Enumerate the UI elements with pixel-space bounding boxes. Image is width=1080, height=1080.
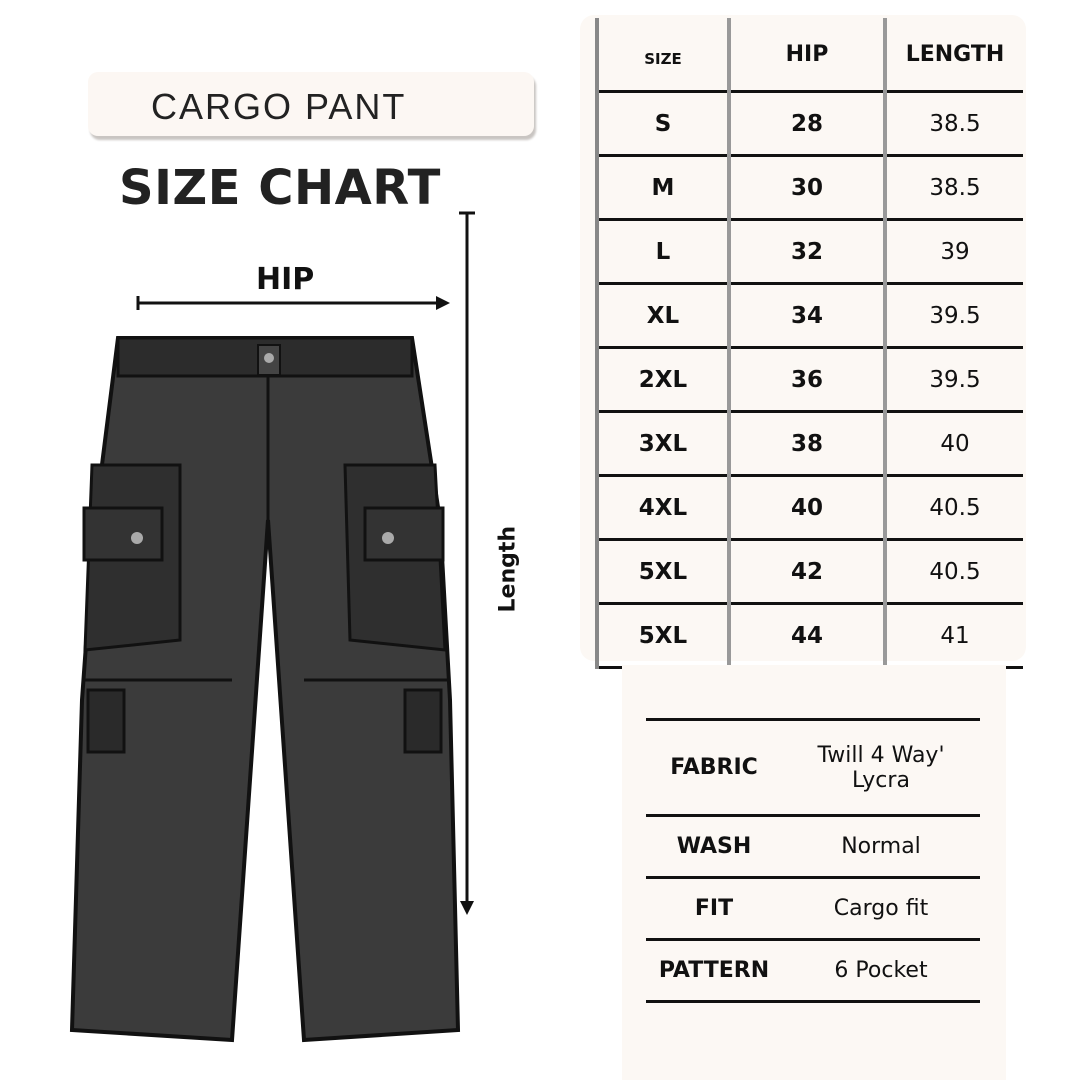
spec-row: FABRIC Twill 4 Way' Lycra: [646, 719, 980, 817]
table-row: M 30 38.5: [595, 155, 1023, 221]
table-row: XL 34 39.5: [595, 283, 1023, 349]
spec-label: FIT: [646, 877, 782, 941]
hip-arrow: [136, 296, 450, 310]
table-row: L 32 39: [595, 219, 1023, 285]
cell-hip: 42: [727, 539, 885, 605]
cell-hip: 28: [727, 91, 885, 157]
cell-hip: 34: [727, 283, 885, 349]
spec-value: Twill 4 Way' Lycra: [782, 719, 980, 817]
product-name: CARGO PANT: [151, 86, 407, 127]
cell-hip: 40: [727, 475, 885, 541]
hip-label: HIP: [256, 262, 315, 297]
cell-size: M: [595, 155, 729, 221]
size-table: SIZE HIP LENGTH S 28 38.5 M 30 38.5 L 32 39 XL 34 3…: [595, 18, 1023, 669]
page-title: SIZE CHART: [119, 160, 441, 216]
table-row: 2XL 36 39.5: [595, 347, 1023, 413]
cell-length: 39: [883, 219, 1023, 285]
cell-length: 41: [883, 603, 1023, 669]
cell-hip: 38: [727, 411, 885, 477]
product-name-box: CARGO PANT: [88, 72, 534, 136]
spec-value: 6 Pocket: [782, 939, 980, 1003]
cell-length: 40.5: [883, 539, 1023, 605]
spec-label: FABRIC: [646, 719, 782, 817]
cell-size: XL: [595, 283, 729, 349]
spec-table: FABRIC Twill 4 Way' Lycra WASH Normal FIT Car…: [646, 718, 980, 1003]
cell-length: 39.5: [883, 347, 1023, 413]
column-header-size: SIZE: [595, 18, 729, 93]
length-arrow: [459, 211, 475, 915]
cell-length: 38.5: [883, 155, 1023, 221]
cell-length: 38.5: [883, 91, 1023, 157]
table-row: 3XL 38 40: [595, 411, 1023, 477]
spec-row: WASH Normal: [646, 815, 980, 879]
table-header-row: SIZE HIP LENGTH: [595, 18, 1023, 93]
spec-row: PATTERN 6 Pocket: [646, 939, 980, 1003]
cell-size: 4XL: [595, 475, 729, 541]
cell-size: 2XL: [595, 347, 729, 413]
cell-size: L: [595, 219, 729, 285]
column-header-hip: HIP: [727, 18, 885, 93]
spec-label: PATTERN: [646, 939, 782, 1003]
spec-value: Normal: [782, 815, 980, 879]
spec-label: WASH: [646, 815, 782, 879]
cell-hip: 30: [727, 155, 885, 221]
table-row: S 28 38.5: [595, 91, 1023, 157]
cell-hip: 44: [727, 603, 885, 669]
cell-length: 40.5: [883, 475, 1023, 541]
column-header-length: LENGTH: [883, 18, 1023, 93]
cargo-pants-icon: [69, 336, 461, 1043]
cell-size: 3XL: [595, 411, 729, 477]
cell-length: 40: [883, 411, 1023, 477]
spec-value: Cargo fit: [782, 877, 980, 941]
pants-illustration: [69, 211, 475, 1043]
cell-size: 5XL: [595, 603, 729, 669]
cell-size: 5XL: [595, 539, 729, 605]
spec-row: FIT Cargo fit: [646, 877, 980, 941]
cell-length: 39.5: [883, 283, 1023, 349]
cell-hip: 32: [727, 219, 885, 285]
table-row: 5XL 44 41: [595, 603, 1023, 669]
cell-hip: 36: [727, 347, 885, 413]
cell-size: S: [595, 91, 729, 157]
table-row: 4XL 40 40.5: [595, 475, 1023, 541]
table-row: 5XL 42 40.5: [595, 539, 1023, 605]
